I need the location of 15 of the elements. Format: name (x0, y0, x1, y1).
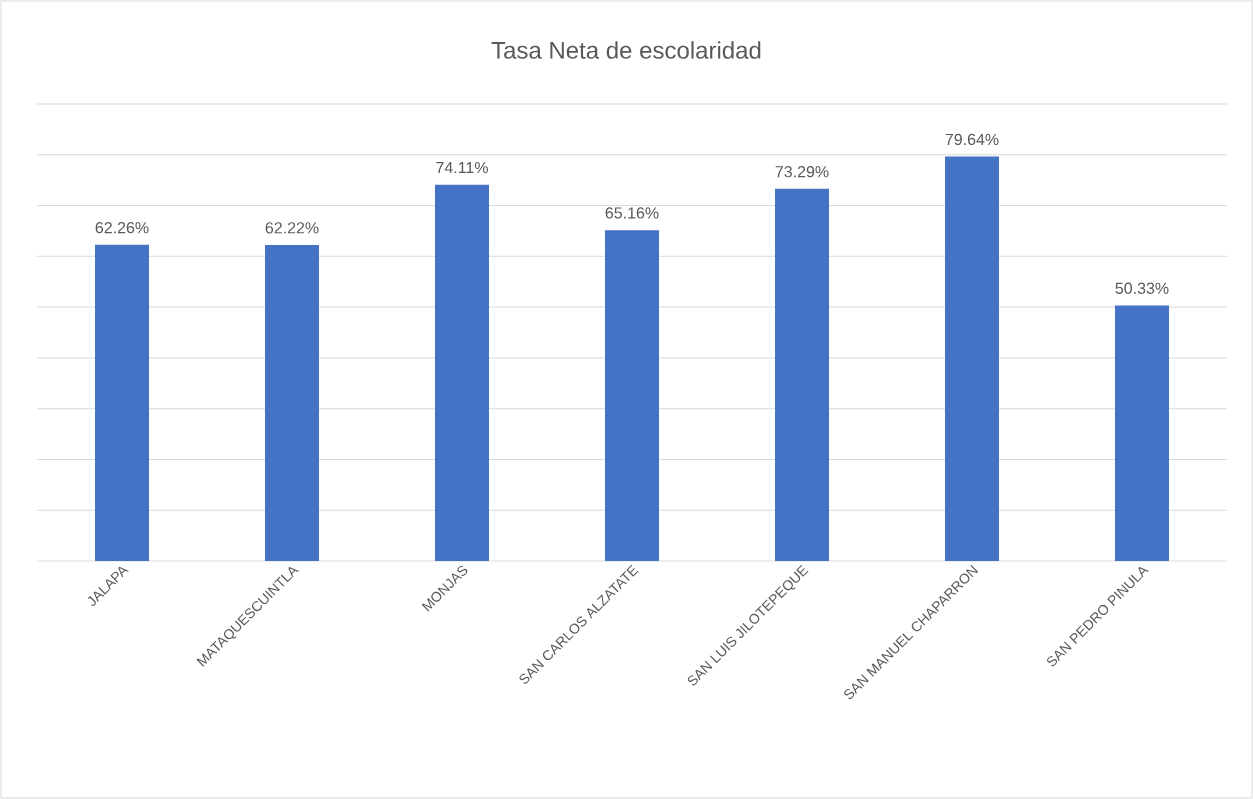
bar (435, 184, 489, 561)
bar (775, 188, 829, 561)
data-label: 50.33% (1115, 282, 1169, 294)
data-label: 62.22% (265, 222, 319, 234)
data-label: 74.11% (436, 161, 488, 174)
chart-title: Tasa Neta de escolaridad (491, 41, 761, 59)
data-label: 65.16% (605, 207, 659, 219)
bar (1114, 305, 1169, 561)
bar (945, 156, 999, 561)
bar (265, 245, 319, 561)
data-label: 62.26% (95, 222, 149, 234)
data-label: 73.29% (775, 165, 829, 178)
bar (95, 244, 150, 561)
bar (605, 230, 659, 561)
data-label: 79.64% (945, 133, 999, 146)
